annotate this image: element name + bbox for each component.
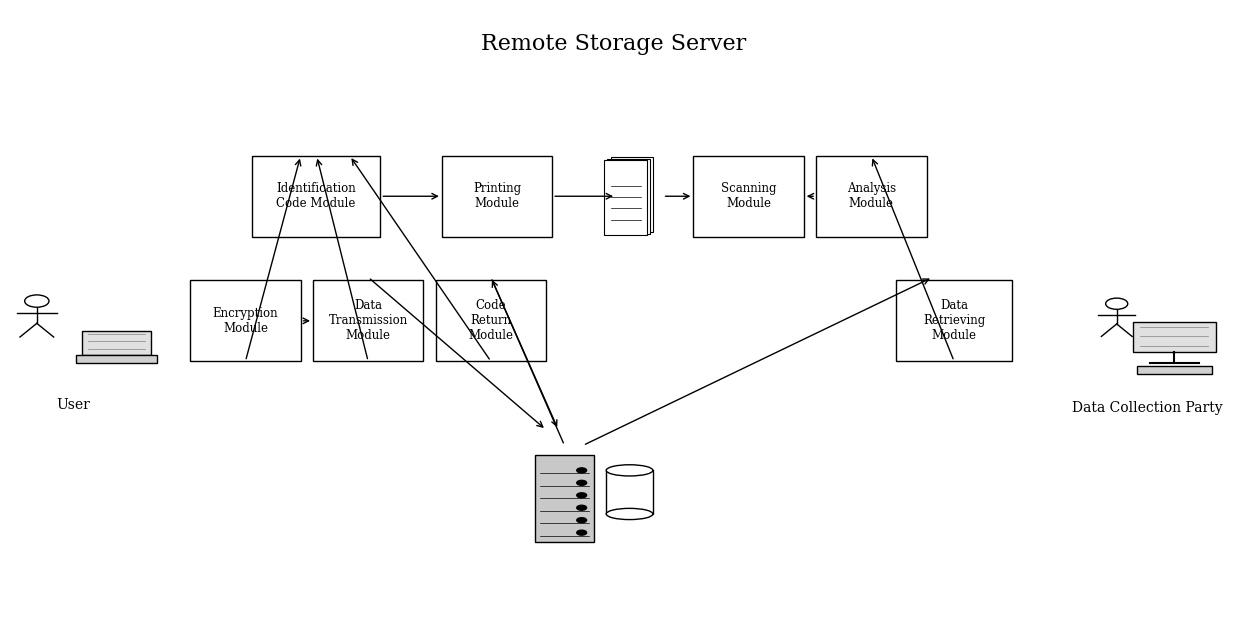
Text: Data
Retrieving
Module: Data Retrieving Module [923,299,986,343]
Circle shape [577,518,587,523]
FancyBboxPatch shape [76,355,157,363]
Circle shape [577,530,587,535]
FancyBboxPatch shape [816,156,926,237]
FancyBboxPatch shape [534,455,594,542]
FancyBboxPatch shape [895,280,1012,361]
Text: Scanning
Module: Scanning Module [720,183,776,210]
Text: Data Collection Party: Data Collection Party [1073,401,1223,415]
FancyBboxPatch shape [441,156,552,237]
FancyBboxPatch shape [693,156,804,237]
FancyBboxPatch shape [1133,321,1215,352]
FancyBboxPatch shape [312,280,423,361]
Text: Analysis
Module: Analysis Module [847,183,895,210]
Text: User: User [57,398,91,412]
Text: Encryption
Module: Encryption Module [212,307,278,335]
Circle shape [577,493,587,498]
FancyBboxPatch shape [435,280,546,361]
FancyBboxPatch shape [252,156,381,237]
Text: Remote Storage Server: Remote Storage Server [481,32,746,55]
Circle shape [577,505,587,510]
Text: Code
Return
Module: Code Return Module [469,299,513,343]
Text: Printing
Module: Printing Module [472,183,521,210]
FancyBboxPatch shape [82,331,151,355]
FancyBboxPatch shape [610,157,653,232]
FancyBboxPatch shape [608,159,651,234]
Text: Data
Transmission
Module: Data Transmission Module [329,299,408,343]
Circle shape [577,480,587,485]
FancyBboxPatch shape [606,470,652,514]
Text: Identification
Code Module: Identification Code Module [277,183,356,210]
FancyBboxPatch shape [604,160,647,235]
FancyBboxPatch shape [190,280,300,361]
Ellipse shape [606,465,652,476]
Ellipse shape [606,508,652,520]
Circle shape [577,468,587,473]
FancyBboxPatch shape [1137,366,1211,374]
